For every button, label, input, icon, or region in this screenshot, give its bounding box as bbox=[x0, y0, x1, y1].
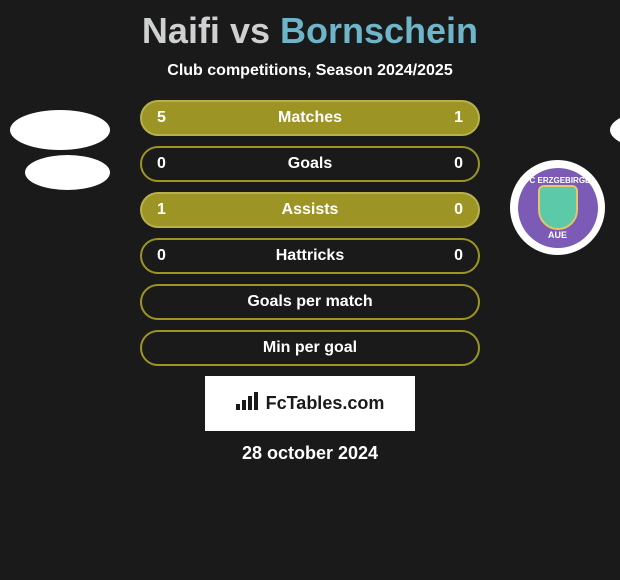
stat-bar-assists: 1Assists0 bbox=[140, 192, 480, 228]
stat-value-left: 5 bbox=[157, 109, 187, 127]
vs-text: vs bbox=[230, 10, 270, 51]
stat-value-left: 0 bbox=[157, 247, 187, 265]
stat-label: Goals bbox=[187, 155, 433, 173]
stat-label: Goals per match bbox=[157, 293, 463, 311]
stat-label: Matches bbox=[187, 109, 433, 127]
stat-label: Min per goal bbox=[157, 339, 463, 357]
avatar-ellipse-2 bbox=[25, 155, 110, 190]
stat-value-left: 1 bbox=[157, 201, 187, 219]
subtitle: Club competitions, Season 2024/2025 bbox=[0, 62, 620, 80]
player1-name: Naifi bbox=[142, 10, 220, 51]
stat-value-right: 0 bbox=[433, 155, 463, 173]
stat-value-right: 0 bbox=[433, 201, 463, 219]
date-text: 28 october 2024 bbox=[10, 443, 610, 464]
stat-bar-matches: 5Matches1 bbox=[140, 100, 480, 136]
content-area: FC ERZGEBIRGE AUE 5Matches10Goals01Assis… bbox=[0, 100, 620, 464]
stat-label: Assists bbox=[187, 201, 433, 219]
club-badge: FC ERZGEBIRGE AUE bbox=[510, 160, 605, 255]
chart-icon bbox=[236, 392, 258, 415]
stat-value-right: 1 bbox=[433, 109, 463, 127]
page-title: Naifi vs Bornschein bbox=[0, 10, 620, 52]
badge-bottom-text: AUE bbox=[548, 230, 567, 240]
stat-label: Hattricks bbox=[187, 247, 433, 265]
badge-inner: FC ERZGEBIRGE AUE bbox=[518, 168, 598, 248]
stat-bar-min-per-goal: Min per goal bbox=[140, 330, 480, 366]
stat-value-right: 0 bbox=[433, 247, 463, 265]
avatar-ellipse-3 bbox=[610, 110, 620, 150]
stat-bar-goals: 0Goals0 bbox=[140, 146, 480, 182]
stat-bar-hattricks: 0Hattricks0 bbox=[140, 238, 480, 274]
stat-value-left: 0 bbox=[157, 155, 187, 173]
badge-top-text: FC ERZGEBIRGE bbox=[525, 176, 591, 185]
site-badge[interactable]: FcTables.com bbox=[205, 376, 415, 431]
player2-name: Bornschein bbox=[280, 10, 478, 51]
stats-bars: 5Matches10Goals01Assists00Hattricks0Goal… bbox=[140, 100, 480, 366]
badge-shield-icon bbox=[538, 185, 578, 230]
main-container: Naifi vs Bornschein Club competitions, S… bbox=[0, 0, 620, 580]
avatar-ellipse-1 bbox=[10, 110, 110, 150]
stat-bar-goals-per-match: Goals per match bbox=[140, 284, 480, 320]
site-badge-text: FcTables.com bbox=[266, 393, 385, 414]
